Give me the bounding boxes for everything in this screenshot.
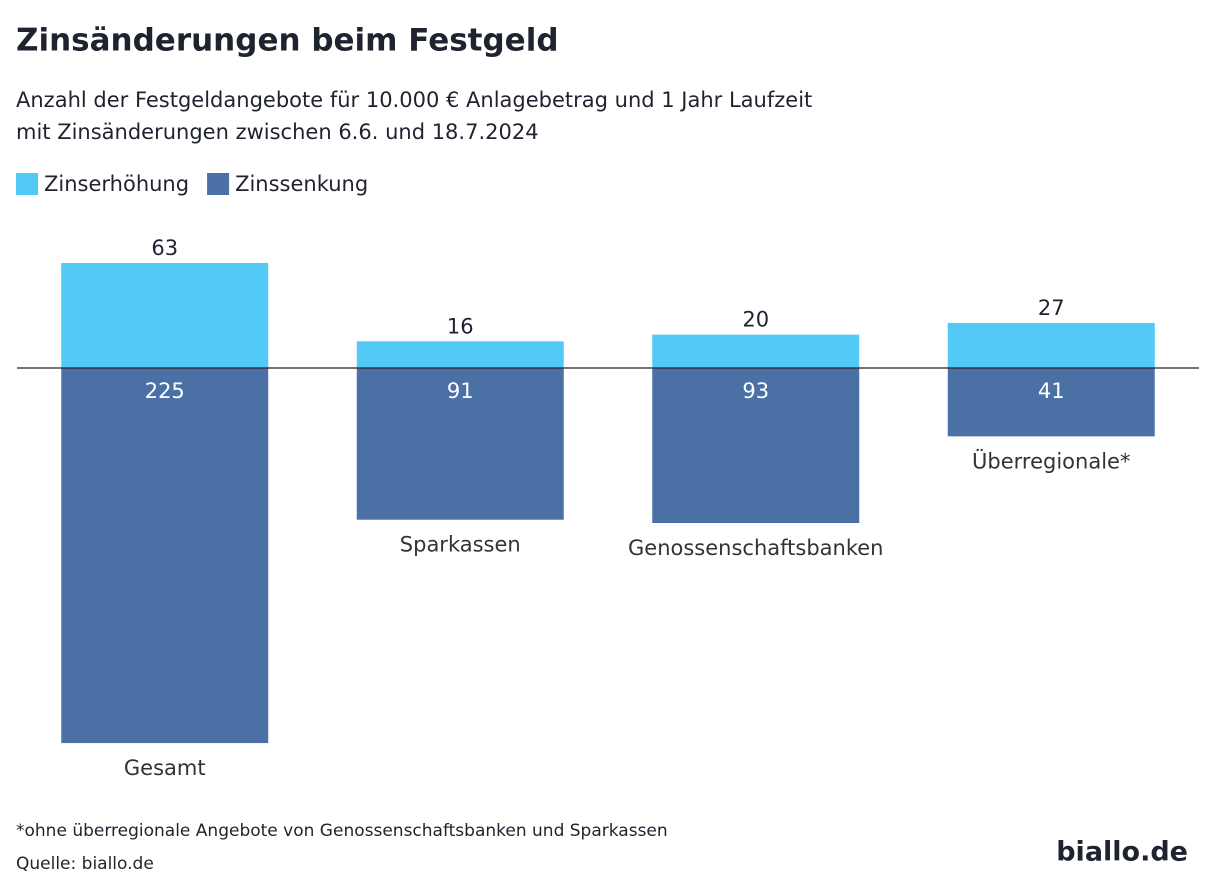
- category-label: Sparkassen: [400, 533, 521, 557]
- bar: [652, 334, 860, 368]
- category-label: Überregionale*: [972, 448, 1130, 473]
- value-label: 93: [742, 379, 769, 403]
- subtitle: mit Zinsänderungen zwischen 6.6. und 18.…: [16, 120, 539, 144]
- bar: [652, 368, 860, 524]
- value-label: 16: [447, 314, 474, 338]
- legend-label: Zinssenkung: [235, 172, 368, 196]
- value-label: 41: [1038, 379, 1065, 403]
- legend-swatch: [207, 173, 230, 195]
- subtitle: Anzahl der Festgeldangebote für 10.000 €…: [16, 88, 812, 112]
- category-label: Gesamt: [124, 756, 206, 780]
- category-label: Genossenschaftsbanken: [628, 536, 883, 560]
- note: *ohne überregionale Angebote von Genosse…: [16, 821, 668, 841]
- value-label: 27: [1038, 296, 1065, 320]
- bar: [61, 368, 269, 744]
- bar: [356, 341, 564, 368]
- legend-label: Zinserhöhung: [44, 172, 189, 196]
- logo: biallo.de: [1056, 837, 1188, 868]
- value-label: 225: [145, 379, 185, 403]
- bar: [947, 322, 1155, 368]
- chart-title: Zinsänderungen beim Festgeld: [16, 23, 559, 59]
- value-label: 63: [151, 236, 178, 260]
- value-label: 91: [447, 379, 474, 403]
- bar: [61, 262, 269, 368]
- bar: [947, 368, 1155, 437]
- source: Quelle: biallo.de: [16, 854, 154, 874]
- value-label: 20: [742, 308, 769, 332]
- legend-swatch: [16, 173, 38, 195]
- bar: [356, 368, 564, 520]
